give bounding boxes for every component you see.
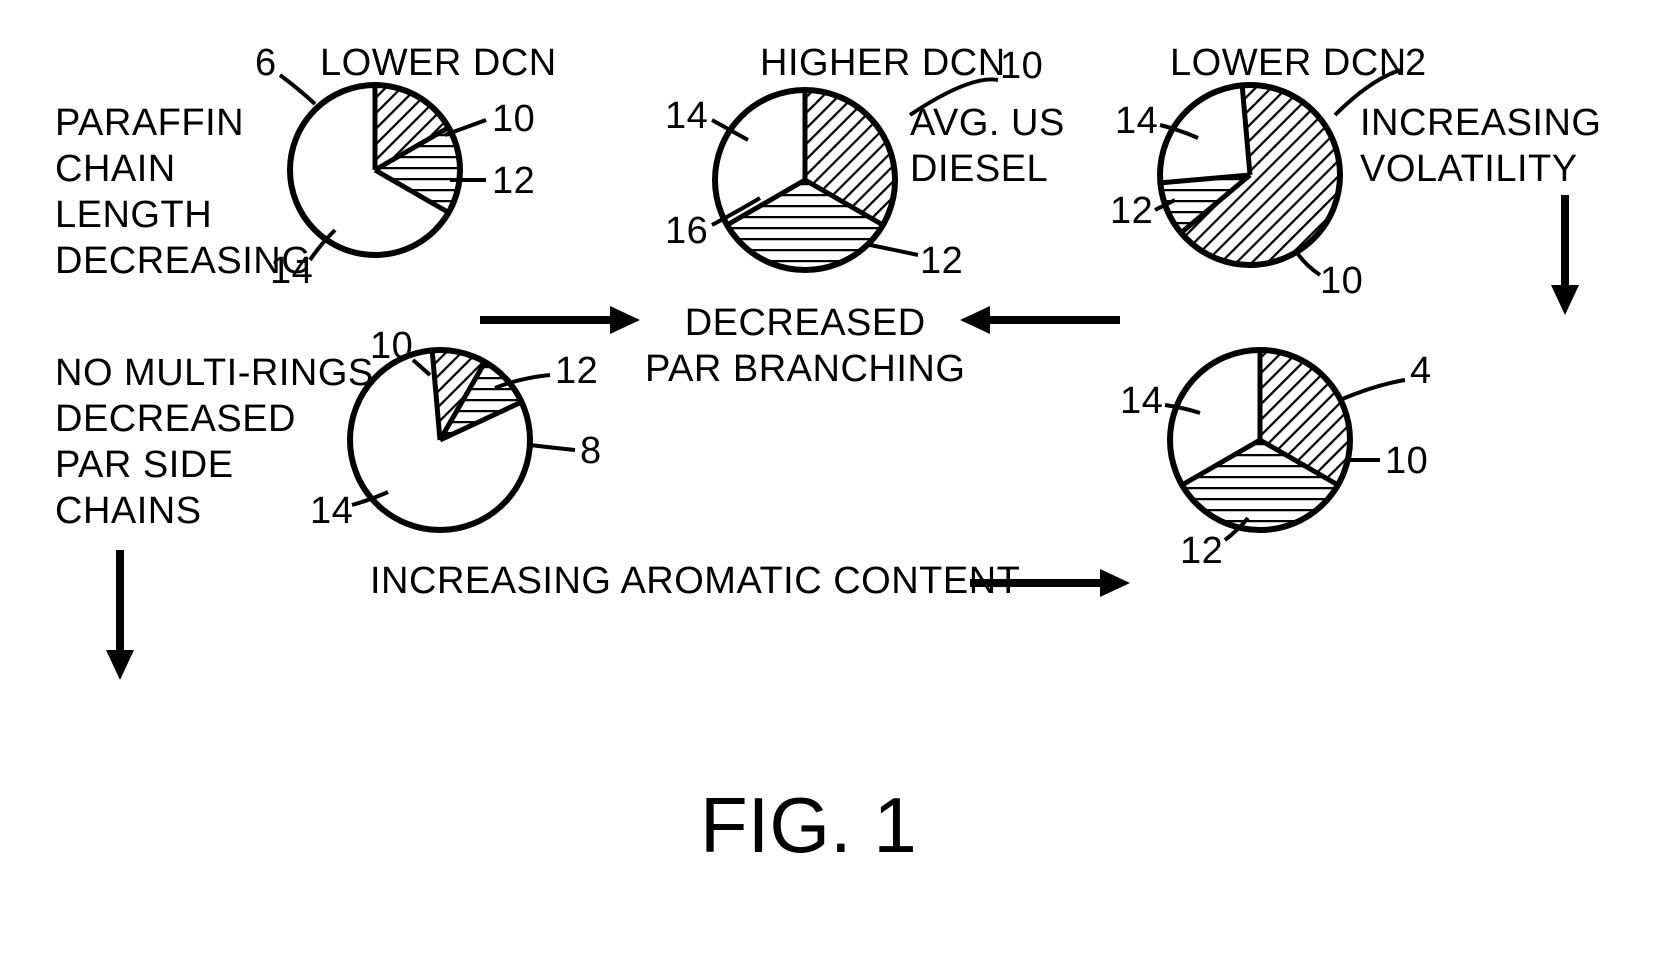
figure-canvas: LOWER DCN HIGHER DCN LOWER DCN PARAFFIN … (0, 0, 1654, 979)
figure-title: FIG. 1 (700, 780, 917, 871)
leaders (0, 0, 1654, 700)
